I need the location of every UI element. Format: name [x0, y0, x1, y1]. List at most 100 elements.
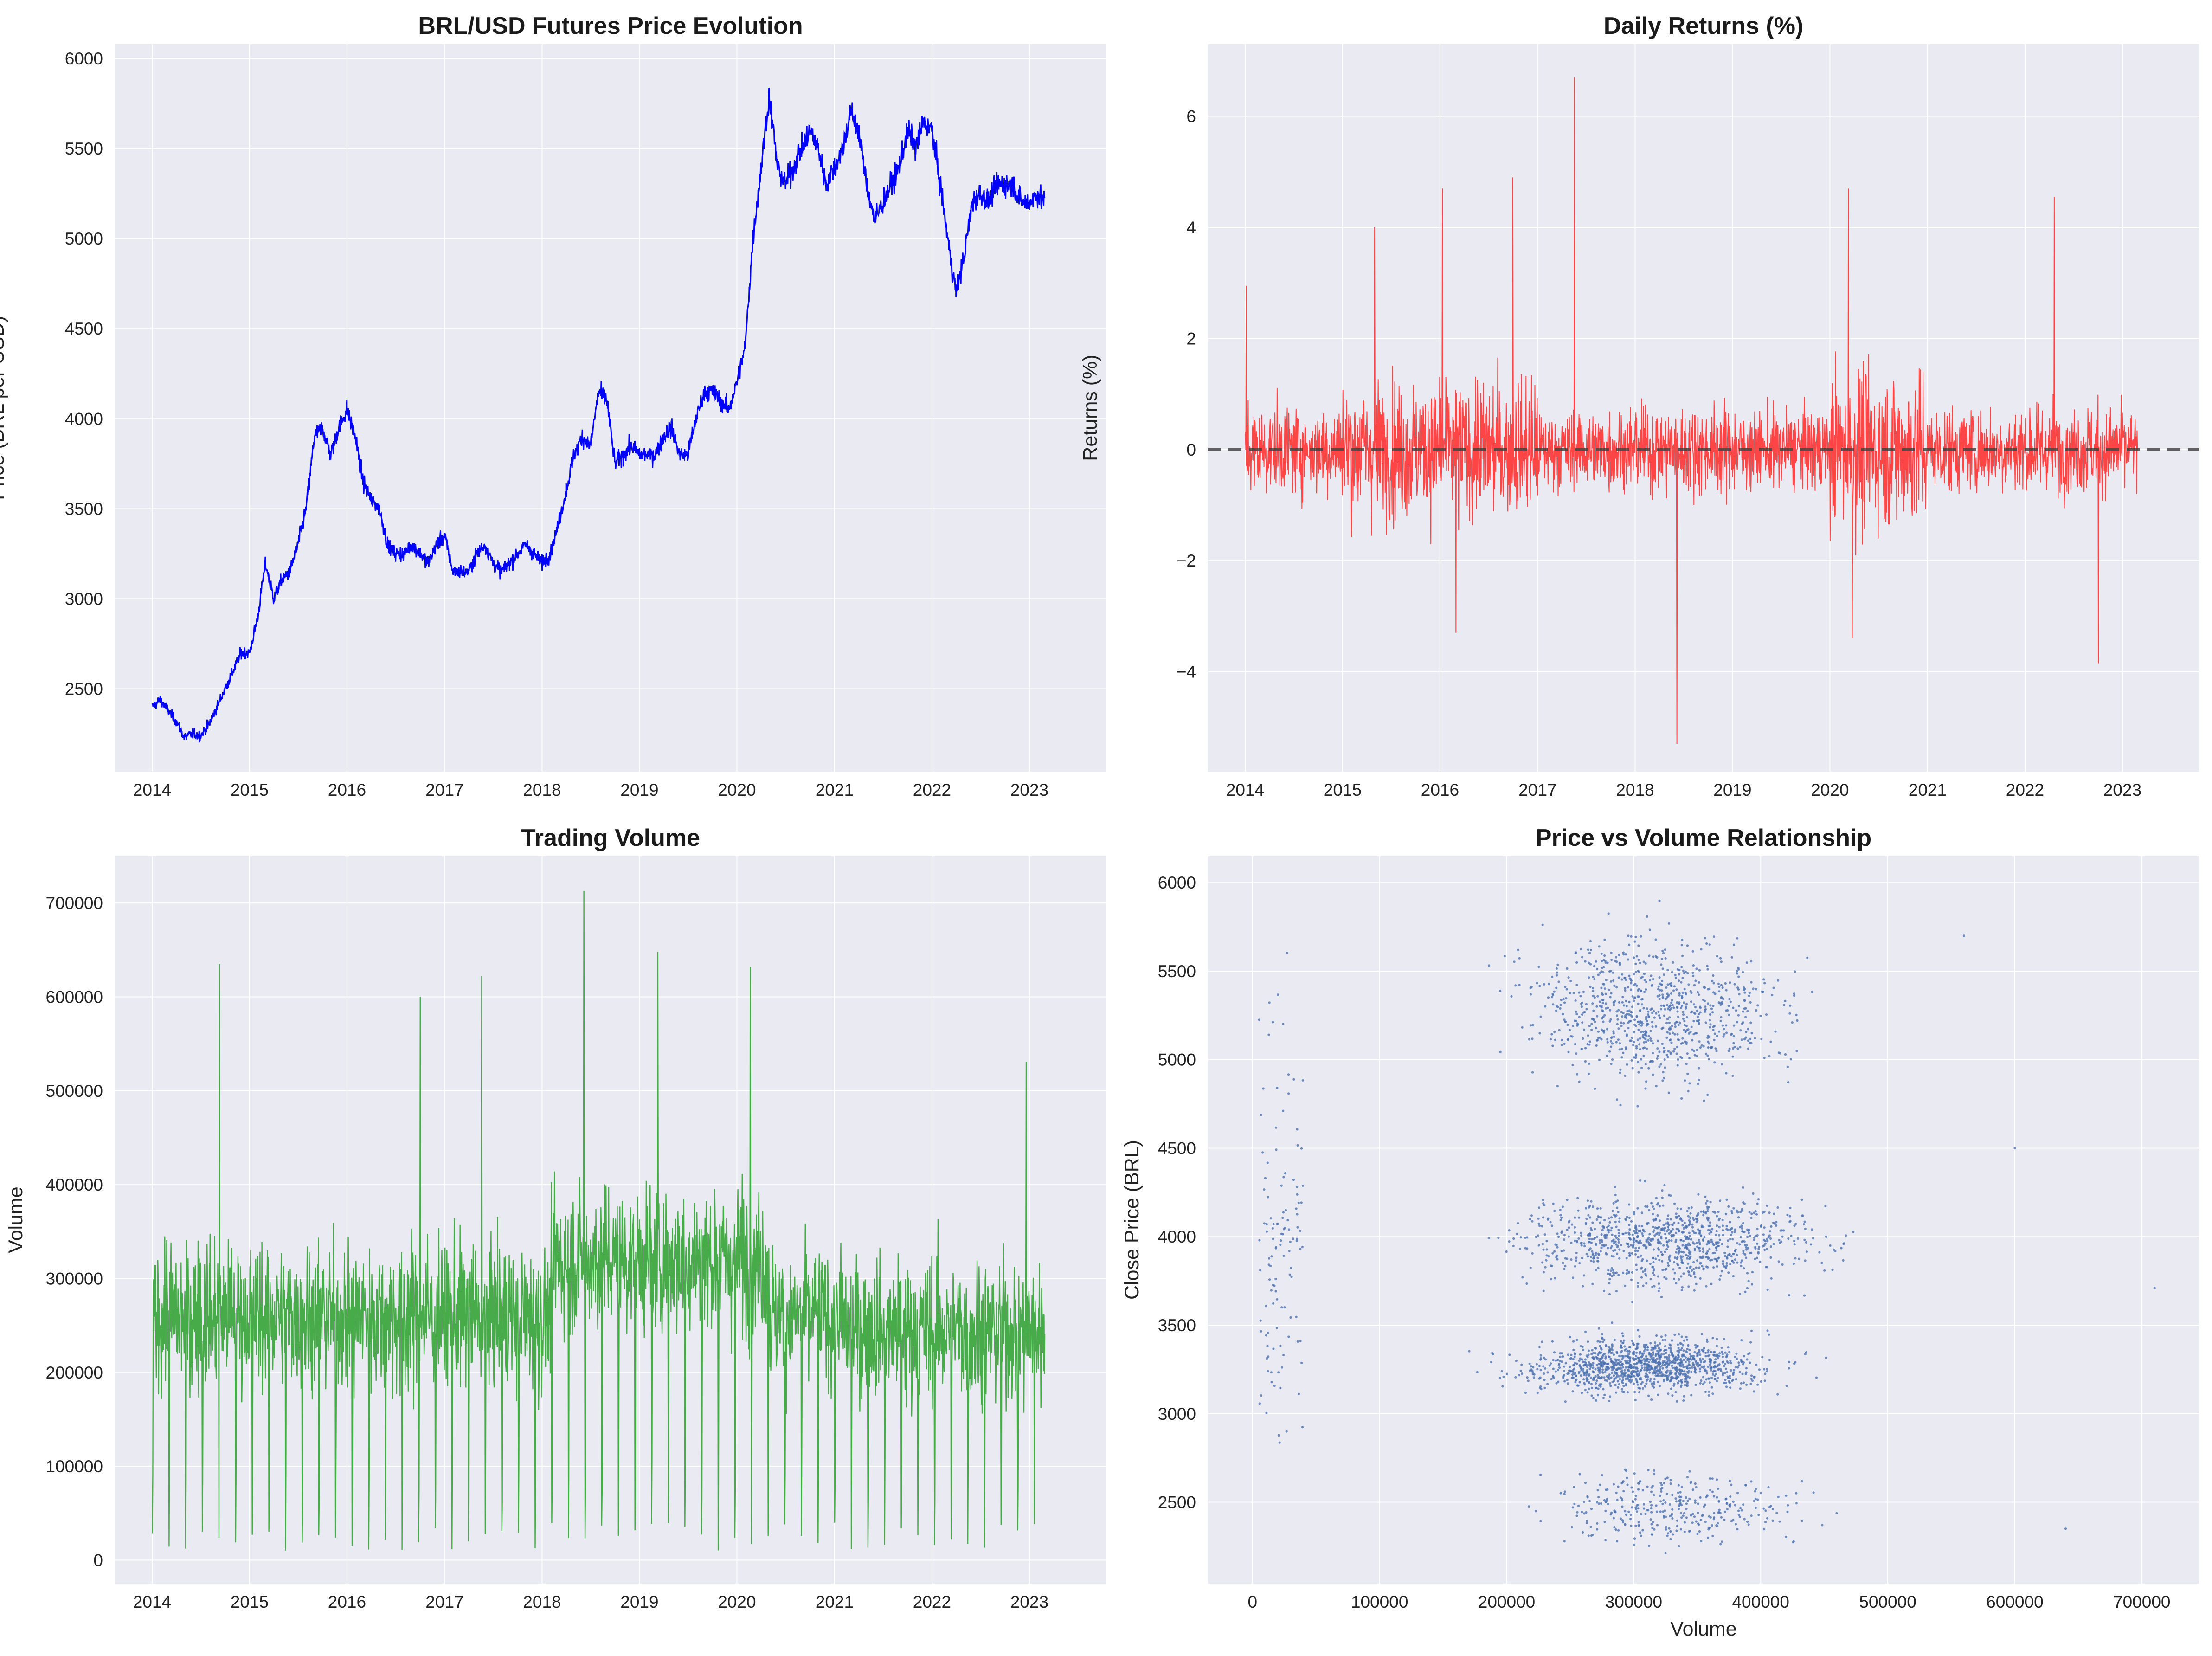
scatter-point — [1604, 1368, 1607, 1371]
scatter-point — [1602, 999, 1605, 1002]
scatter-point — [1671, 1508, 1674, 1511]
scatter-point — [1757, 1247, 1760, 1250]
scatter-point — [1276, 1298, 1279, 1301]
scatter-point — [1608, 988, 1610, 991]
scatter-point — [1598, 1368, 1601, 1371]
scatter-point — [1747, 1247, 1749, 1250]
scatter-point — [1702, 1214, 1705, 1217]
scatter-point — [1508, 1353, 1511, 1356]
scatter-point — [1499, 990, 1502, 992]
scatter-point — [1654, 1257, 1657, 1260]
scatter-point — [1661, 1196, 1664, 1199]
scatter-point — [1632, 1366, 1635, 1369]
scatter-point — [1763, 1210, 1766, 1213]
scatter-point — [1608, 1293, 1611, 1295]
scatter-point — [1699, 1357, 1702, 1360]
scatter-point — [1685, 1237, 1687, 1240]
scatter-point — [1539, 1369, 1542, 1372]
scatter-point — [1675, 1251, 1678, 1254]
scatter-point — [1655, 1334, 1658, 1337]
scatter-point — [1538, 1346, 1541, 1348]
scatter-point — [1615, 1010, 1618, 1013]
scatter-point — [1562, 998, 1565, 1000]
scatter-point — [1716, 955, 1718, 958]
scatter-point — [1628, 1217, 1631, 1219]
scatter-point — [1707, 1394, 1710, 1397]
y-tick-label: 6000 — [1158, 873, 1196, 892]
scatter-point — [1686, 1338, 1689, 1341]
scatter-point — [1739, 1211, 1742, 1213]
scatter-point — [1596, 967, 1599, 970]
scatter-point — [1673, 1382, 1676, 1385]
scatter-point — [1755, 1488, 1757, 1490]
scatter-point — [1574, 1362, 1576, 1365]
scatter-point — [1740, 1264, 1743, 1268]
scatter-point — [1711, 1337, 1714, 1340]
scatter-point — [1652, 1261, 1655, 1264]
scatter-point — [1646, 1346, 1649, 1349]
scatter-point — [1676, 1519, 1678, 1522]
scatter-point — [1653, 1207, 1655, 1210]
scatter-point — [1770, 1225, 1773, 1228]
scatter-point — [1671, 1025, 1673, 1027]
scatter-point — [1632, 1352, 1634, 1355]
scatter-point — [1706, 965, 1709, 967]
scatter-point — [1736, 1357, 1738, 1360]
scatter-point — [1623, 1030, 1626, 1032]
scatter-point — [1750, 1374, 1753, 1377]
scatter-point — [1638, 1391, 1641, 1394]
scatter-point — [1531, 1037, 1534, 1040]
scatter-point — [1578, 1364, 1581, 1366]
scatter-point — [1643, 973, 1646, 975]
scatter-point — [1712, 1370, 1715, 1373]
scatter-point — [1633, 1018, 1636, 1021]
scatter-point — [1715, 1344, 1718, 1347]
scatter-point — [1796, 1237, 1799, 1240]
scatter-point — [1670, 1234, 1673, 1237]
scatter-point — [1754, 1210, 1757, 1213]
scatter-point — [1678, 1369, 1681, 1372]
scatter-point — [1698, 1370, 1701, 1373]
scatter-point — [1670, 1387, 1672, 1390]
scatter-point — [1738, 1364, 1741, 1367]
scatter-point — [1729, 1228, 1732, 1231]
scatter-point — [1693, 1242, 1696, 1245]
scatter-point — [1259, 1269, 1262, 1272]
scatter-point — [1631, 1037, 1633, 1039]
y-tick-label: 4 — [1186, 218, 1196, 237]
y-tick-label: 700000 — [46, 894, 103, 913]
scatter-point — [1597, 1252, 1600, 1255]
scatter-point — [1714, 1047, 1717, 1050]
scatter-point — [1733, 1046, 1736, 1049]
scatter-point — [1687, 1344, 1690, 1347]
x-tick-label: 300000 — [1605, 1592, 1662, 1611]
scatter-point — [1592, 1252, 1595, 1255]
scatter-point — [1769, 1245, 1772, 1248]
scatter-point — [1628, 1009, 1631, 1012]
scatter-point — [1769, 1237, 1772, 1240]
scatter-point — [1619, 1071, 1621, 1074]
scatter-point — [1545, 1259, 1548, 1262]
scatter-point — [1664, 1339, 1666, 1341]
scatter-point — [1712, 974, 1715, 977]
scatter-point — [1599, 1221, 1601, 1224]
scatter-point — [1716, 1354, 1719, 1357]
scatter-point — [1661, 1367, 1664, 1370]
scatter-point — [1637, 1360, 1640, 1362]
scatter-point — [1575, 1010, 1577, 1013]
scatter-point — [1588, 1349, 1590, 1352]
scatter-point — [1286, 1219, 1289, 1222]
scatter-point — [1802, 1223, 1805, 1226]
scatter-point — [1642, 1284, 1645, 1287]
scatter-point — [1663, 1058, 1666, 1061]
scatter-point — [1667, 1532, 1670, 1535]
scatter-point — [1518, 957, 1521, 960]
scatter-point — [1788, 1360, 1791, 1363]
scatter-point — [1557, 980, 1560, 983]
scatter-point — [1620, 1367, 1622, 1370]
scatter-point — [1678, 1278, 1680, 1281]
scatter-point — [1793, 994, 1795, 997]
scatter-point — [1655, 1085, 1658, 1088]
scatter-point — [1642, 1034, 1645, 1037]
scatter-point — [1574, 999, 1577, 1002]
